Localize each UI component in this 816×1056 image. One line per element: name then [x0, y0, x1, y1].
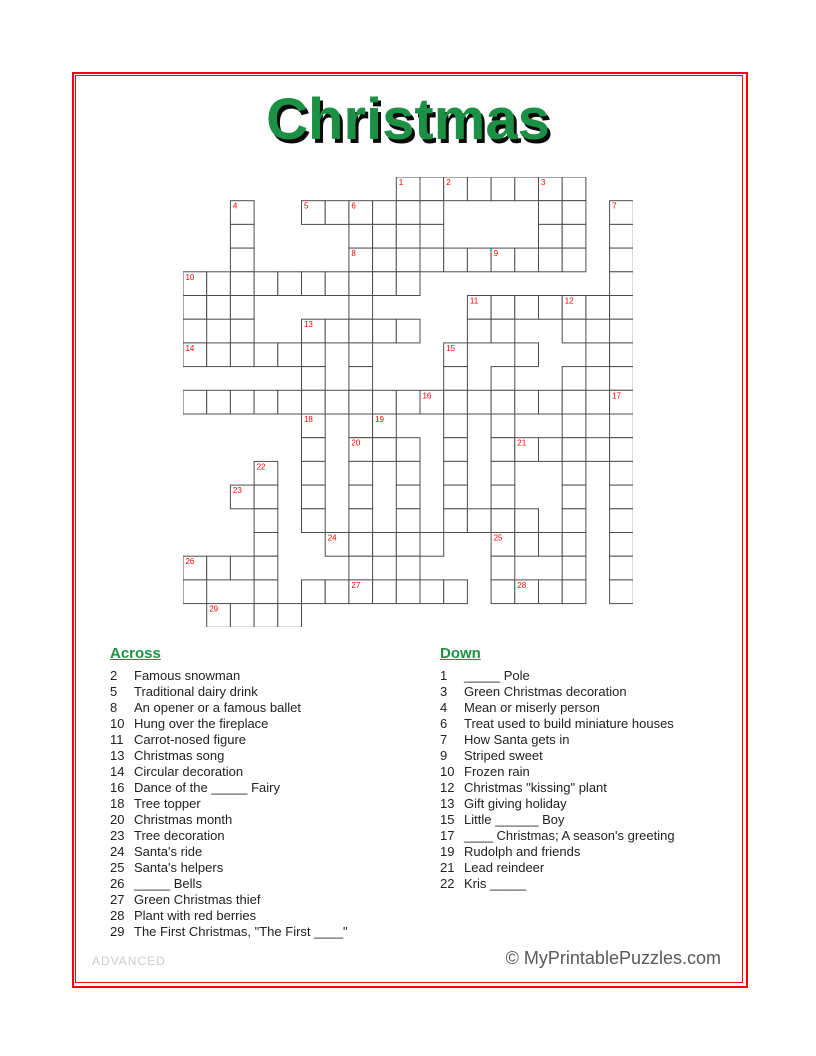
- svg-text:28: 28: [517, 581, 526, 590]
- svg-text:18: 18: [304, 415, 313, 424]
- svg-text:16: 16: [422, 391, 431, 400]
- svg-text:2: 2: [446, 178, 451, 187]
- svg-text:1: 1: [399, 178, 404, 187]
- svg-text:23: 23: [233, 486, 242, 495]
- svg-text:3: 3: [541, 178, 546, 187]
- svg-text:6: 6: [351, 202, 356, 211]
- svg-text:8: 8: [351, 249, 356, 258]
- svg-text:11: 11: [470, 296, 479, 305]
- svg-text:26: 26: [185, 557, 194, 566]
- svg-text:21: 21: [517, 439, 526, 448]
- svg-text:29: 29: [209, 605, 218, 614]
- svg-text:7: 7: [612, 202, 617, 211]
- svg-text:27: 27: [351, 581, 360, 590]
- svg-text:4: 4: [233, 202, 238, 211]
- svg-text:22: 22: [257, 462, 266, 471]
- svg-text:10: 10: [185, 273, 194, 282]
- svg-text:20: 20: [351, 439, 360, 448]
- svg-text:19: 19: [375, 415, 384, 424]
- svg-text:15: 15: [446, 344, 455, 353]
- svg-text:24: 24: [328, 533, 337, 542]
- svg-text:17: 17: [612, 391, 621, 400]
- svg-text:13: 13: [304, 320, 313, 329]
- svg-text:9: 9: [494, 249, 499, 258]
- svg-text:25: 25: [494, 533, 503, 542]
- svg-text:14: 14: [185, 344, 194, 353]
- svg-text:12: 12: [565, 296, 574, 305]
- svg-text:5: 5: [304, 202, 309, 211]
